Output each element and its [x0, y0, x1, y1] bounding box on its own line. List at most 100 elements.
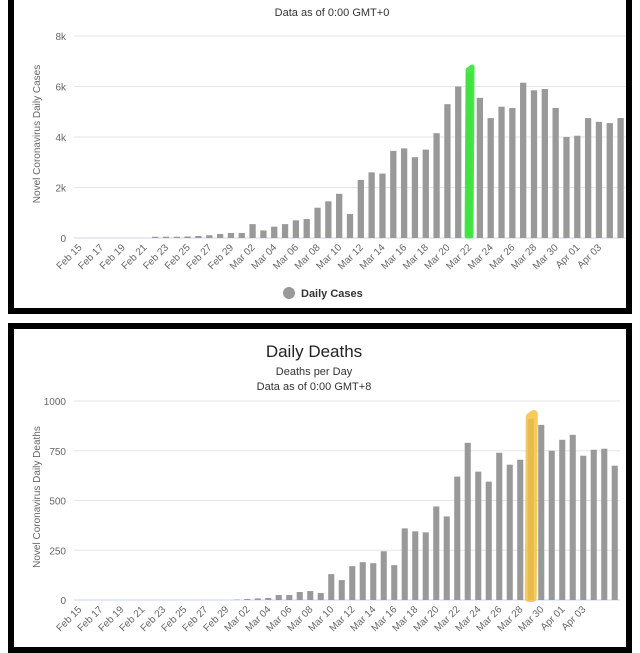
deaths-highlight-mark	[529, 414, 534, 598]
deaths-bar[interactable]	[549, 451, 555, 600]
deaths-bar[interactable]	[276, 595, 282, 600]
deaths-y-axis-label: Novel Coronavirus Daily Deaths	[32, 426, 43, 568]
daily-cases-panel: Data as of 0:00 GMT+0 Novel Coronavirus …	[8, 0, 632, 314]
cases-bar[interactable]	[574, 136, 580, 238]
cases-bar[interactable]	[412, 157, 418, 238]
cases-y-tick-label: 4k	[55, 133, 67, 144]
deaths-bar[interactable]	[496, 453, 502, 600]
cases-bar[interactable]	[369, 172, 375, 238]
cases-bar[interactable]	[455, 87, 461, 239]
cases-bar[interactable]	[520, 83, 526, 238]
cases-bar[interactable]	[509, 108, 515, 238]
cases-bar[interactable]	[477, 98, 483, 238]
cases-y-tick-label: 2k	[55, 184, 67, 195]
deaths-bar[interactable]	[591, 450, 597, 600]
cases-subtitle: Data as of 0:00 GMT+0	[275, 7, 390, 19]
cases-y-tick-label: 0	[60, 234, 66, 245]
deaths-bar[interactable]	[402, 528, 408, 600]
cases-bar[interactable]	[444, 104, 450, 238]
cases-y-tick-label: 8k	[55, 32, 67, 43]
cases-bar[interactable]	[293, 220, 299, 238]
deaths-bar[interactable]	[475, 472, 481, 600]
cases-bar[interactable]	[185, 236, 191, 238]
cases-bar[interactable]	[195, 236, 201, 238]
cases-bar[interactable]	[206, 235, 212, 238]
cases-bar[interactable]	[488, 118, 494, 238]
deaths-bar[interactable]	[286, 595, 292, 600]
cases-bar[interactable]	[249, 224, 255, 238]
deaths-bar[interactable]	[444, 516, 450, 600]
deaths-bar[interactable]	[507, 465, 513, 600]
cases-bar[interactable]	[152, 237, 158, 238]
cases-bar[interactable]	[282, 224, 288, 238]
deaths-bar[interactable]	[433, 506, 439, 600]
cases-y-axis-label: Novel Coronavirus Daily Cases	[32, 65, 43, 203]
deaths-bar[interactable]	[349, 566, 355, 600]
cases-highlight-mark	[467, 67, 472, 236]
cases-legend[interactable]: Daily Cases	[283, 287, 363, 300]
cases-bar[interactable]	[217, 234, 223, 238]
deaths-bar[interactable]	[381, 551, 387, 600]
cases-bar[interactable]	[498, 107, 504, 238]
deaths-y-tick-label: 500	[49, 497, 66, 508]
cases-bar[interactable]	[336, 194, 342, 238]
deaths-bar[interactable]	[265, 598, 271, 600]
deaths-bar[interactable]	[559, 440, 565, 600]
cases-bar[interactable]	[163, 237, 169, 238]
daily-deaths-panel: Daily Deaths Deaths per Day Data as of 0…	[8, 323, 632, 653]
deaths-bar[interactable]	[244, 599, 250, 600]
cases-bar[interactable]	[260, 230, 266, 238]
deaths-bar[interactable]	[412, 531, 418, 600]
cases-bar[interactable]	[314, 208, 320, 238]
deaths-bar[interactable]	[328, 574, 334, 600]
cases-bar[interactable]	[423, 150, 429, 238]
cases-bar[interactable]	[239, 233, 245, 238]
deaths-bar[interactable]	[612, 466, 618, 600]
deaths-y-tick-label: 750	[49, 447, 66, 458]
deaths-bar[interactable]	[255, 598, 261, 600]
legend-marker	[283, 287, 295, 299]
deaths-x-tick-label: Apr 03	[560, 604, 589, 633]
deaths-bar[interactable]	[580, 456, 586, 600]
deaths-bar[interactable]	[465, 443, 471, 600]
cases-bar[interactable]	[553, 108, 559, 238]
deaths-bar[interactable]	[570, 435, 576, 600]
cases-bar[interactable]	[390, 151, 396, 238]
cases-bar[interactable]	[585, 118, 591, 238]
cases-bar[interactable]	[379, 174, 385, 238]
deaths-y-tick-label: 0	[60, 596, 66, 607]
cases-bar[interactable]	[617, 118, 623, 238]
cases-bar[interactable]	[401, 148, 407, 238]
cases-bar[interactable]	[358, 180, 364, 238]
deaths-bar[interactable]	[454, 477, 460, 600]
deaths-bar[interactable]	[601, 449, 607, 600]
daily-deaths-chart: Daily Deaths Deaths per Day Data as of 0…	[14, 329, 626, 647]
cases-bar[interactable]	[304, 219, 310, 238]
cases-bar[interactable]	[563, 137, 569, 238]
cases-bar[interactable]	[174, 237, 180, 238]
cases-bar[interactable]	[228, 233, 234, 238]
cases-bar[interactable]	[347, 214, 353, 238]
deaths-bar[interactable]	[517, 460, 523, 600]
deaths-bar[interactable]	[423, 532, 429, 600]
deaths-bar[interactable]	[486, 482, 492, 600]
cases-bar[interactable]	[271, 227, 277, 238]
cases-bar[interactable]	[542, 89, 548, 238]
deaths-bar[interactable]	[307, 591, 313, 600]
deaths-bar[interactable]	[538, 425, 544, 600]
cases-bar[interactable]	[325, 201, 331, 238]
cases-bar[interactable]	[596, 122, 602, 238]
deaths-bar[interactable]	[391, 565, 397, 600]
deaths-bar[interactable]	[360, 562, 366, 600]
deaths-bar[interactable]	[318, 593, 324, 600]
deaths-bar[interactable]	[370, 563, 376, 600]
cases-bar[interactable]	[433, 133, 439, 238]
cases-bar[interactable]	[531, 90, 537, 238]
deaths-bar[interactable]	[339, 580, 345, 600]
legend-label: Daily Cases	[301, 288, 363, 300]
cases-bar[interactable]	[607, 123, 613, 238]
deaths-y-tick-label: 250	[49, 546, 66, 557]
cases-y-tick-label: 6k	[55, 83, 67, 94]
deaths-title: Daily Deaths	[266, 342, 362, 361]
deaths-bar[interactable]	[297, 592, 303, 600]
